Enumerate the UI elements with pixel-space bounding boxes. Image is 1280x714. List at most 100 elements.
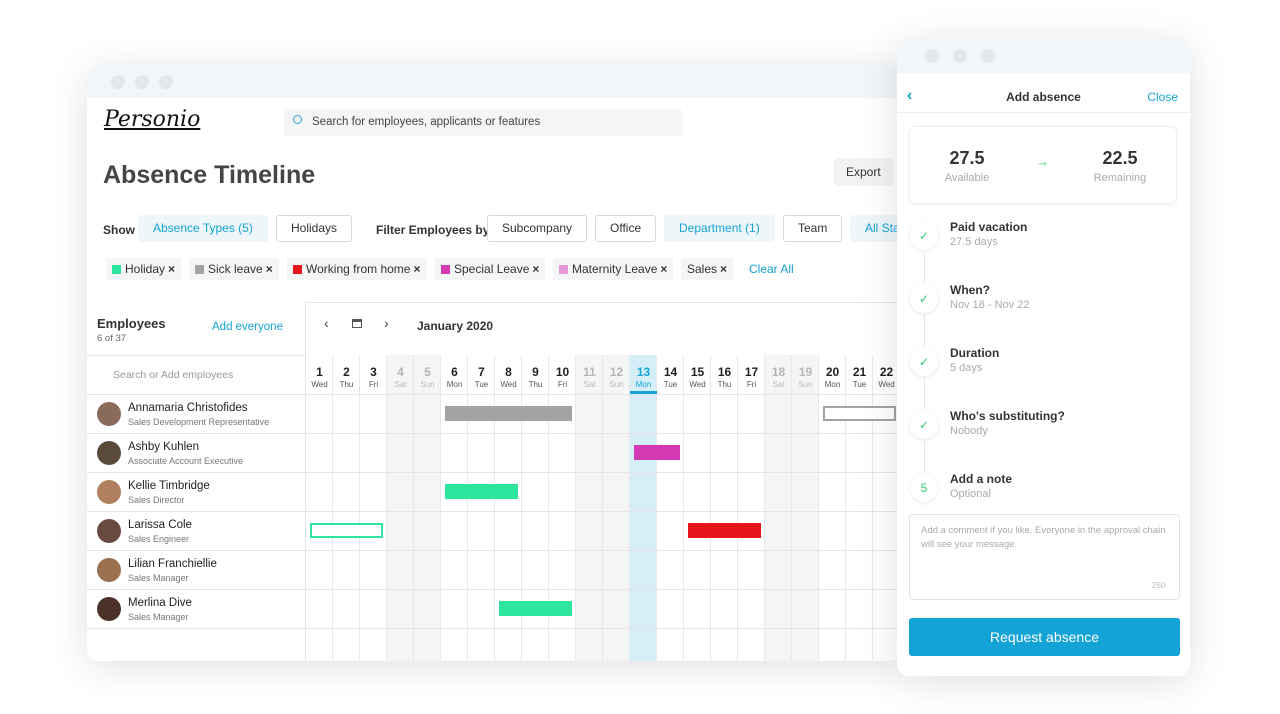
employees-count: 6 of 37 xyxy=(97,333,127,344)
side-panel: ‹ Add absence Close 27.5 Available → 22.5 Remai… xyxy=(897,38,1190,676)
employee-name[interactable]: Kellie Timbridge xyxy=(128,480,210,492)
request-button[interactable]: Request absence xyxy=(909,618,1180,656)
calendar-icon xyxy=(352,319,362,328)
day-column xyxy=(576,355,603,661)
employee-name[interactable]: Merlina Dive xyxy=(128,597,192,609)
step-title[interactable]: Add a note xyxy=(950,472,1012,486)
employee-name[interactable]: Ashby Kuhlen xyxy=(128,441,199,453)
back-icon[interactable]: ‹ xyxy=(907,87,913,104)
show-label: Show xyxy=(103,223,135,237)
close-button[interactable]: Close xyxy=(1147,90,1178,104)
day-weekday: Wed xyxy=(311,380,328,389)
row-border xyxy=(87,472,902,473)
tag-label: Sick leave xyxy=(208,262,263,276)
step-title[interactable]: Who's substituting? xyxy=(950,409,1065,423)
tag-label: Sales xyxy=(687,262,718,276)
employee-name[interactable]: Lilian Franchiellie xyxy=(128,558,217,570)
row-border xyxy=(87,628,902,629)
employee-name[interactable]: Larissa Cole xyxy=(128,519,192,531)
employee-role: Sales Manager xyxy=(128,612,189,622)
day-column xyxy=(522,355,549,661)
filter-tag[interactable]: Sick leave × xyxy=(189,258,279,280)
timeline-border xyxy=(87,302,902,303)
window-dot xyxy=(159,75,173,89)
main-window: Personio Search for employees, applicants… xyxy=(87,65,902,661)
absence-bar[interactable] xyxy=(823,406,896,421)
filter-label: Filter Employees by xyxy=(376,223,490,237)
export-button[interactable]: Export xyxy=(834,158,893,186)
day-column xyxy=(819,355,846,661)
day-weekday: Thu xyxy=(339,380,354,389)
nav-next[interactable]: › xyxy=(384,315,389,331)
day-column xyxy=(468,355,495,661)
note-box[interactable] xyxy=(909,514,1180,600)
step-connector xyxy=(924,378,925,409)
step-connector xyxy=(924,441,925,472)
day-weekday: Wed xyxy=(878,380,895,389)
absence-bar[interactable] xyxy=(445,484,518,499)
absence-bar[interactable] xyxy=(499,601,572,616)
day-weekday: Tue xyxy=(663,380,678,389)
filter-button[interactable]: All Status xyxy=(850,215,902,242)
month-label: January 2020 xyxy=(417,319,494,333)
avatar xyxy=(97,597,121,621)
step-detail: Optional xyxy=(950,488,991,500)
filter-tag[interactable]: Holiday × xyxy=(106,258,182,280)
add-everyone[interactable]: Add everyone xyxy=(212,321,283,333)
day-number: 9 xyxy=(532,365,539,379)
day-weekday: Mon xyxy=(635,380,652,389)
filter-button[interactable]: Office xyxy=(595,215,657,242)
tag-label: Holiday xyxy=(125,262,166,276)
day-column xyxy=(549,355,576,661)
step-title[interactable]: Paid vacation xyxy=(950,220,1028,234)
day-weekday: Sat xyxy=(394,380,407,389)
day-weekday: Thu xyxy=(717,380,732,389)
day-column xyxy=(765,355,792,661)
filter-button[interactable]: Holidays xyxy=(276,215,353,242)
day-number: 17 xyxy=(744,365,759,379)
day-column xyxy=(387,355,414,661)
nav-prev[interactable]: ‹ xyxy=(324,315,329,331)
absence-bar[interactable] xyxy=(310,523,383,538)
step-detail: Nov 18 - Nov 22 xyxy=(950,299,1030,311)
filter-button[interactable]: Absence Types (5) xyxy=(138,215,268,242)
tag-swatch xyxy=(441,265,450,274)
step-connector xyxy=(924,252,925,283)
absence-bar[interactable] xyxy=(634,445,680,460)
filter-tag[interactable]: Maternity Leave × xyxy=(553,258,674,280)
step-title[interactable]: When? xyxy=(950,283,990,297)
day-weekday: Tue xyxy=(852,380,867,389)
tag-swatch xyxy=(293,265,302,274)
filter-tag[interactable]: Sales × xyxy=(681,258,734,280)
row-border xyxy=(87,550,902,551)
day-number: 8 xyxy=(505,365,512,379)
step-title[interactable]: Duration xyxy=(950,346,1000,360)
step-connector xyxy=(924,315,925,346)
step-icon: ✓ xyxy=(910,285,938,313)
filter-tag[interactable]: Special Leave × xyxy=(435,258,546,280)
note-limit: 250 xyxy=(1152,581,1166,590)
day-column xyxy=(657,355,684,661)
day-number: 16 xyxy=(717,365,732,379)
avatar xyxy=(97,519,121,543)
window-dot xyxy=(981,49,995,63)
employee-role: Sales Development Representative xyxy=(128,417,270,427)
filter-button[interactable]: Subcompany xyxy=(487,215,588,242)
step-icon: 5 xyxy=(910,474,938,502)
employee-search xyxy=(87,355,306,394)
filter-button[interactable]: Team xyxy=(783,215,843,242)
step-detail: 5 days xyxy=(950,362,983,374)
day-weekday: Wed xyxy=(689,380,706,389)
search-box[interactable]: Search for employees, applicants or feat… xyxy=(284,109,682,136)
filter-button[interactable]: Department (1) xyxy=(664,215,775,242)
step-icon: ✓ xyxy=(910,222,938,250)
clear-all[interactable]: Clear All xyxy=(749,262,794,276)
employee-search-placeholder: Search or Add employees xyxy=(113,369,234,381)
absence-bar[interactable] xyxy=(445,406,572,421)
filter-tag[interactable]: Working from home × xyxy=(287,258,427,280)
employee-name[interactable]: Annamaria Christofides xyxy=(128,402,248,414)
absence-bar[interactable] xyxy=(688,523,761,538)
logo: Personio xyxy=(104,107,201,132)
employee-column xyxy=(87,302,306,661)
